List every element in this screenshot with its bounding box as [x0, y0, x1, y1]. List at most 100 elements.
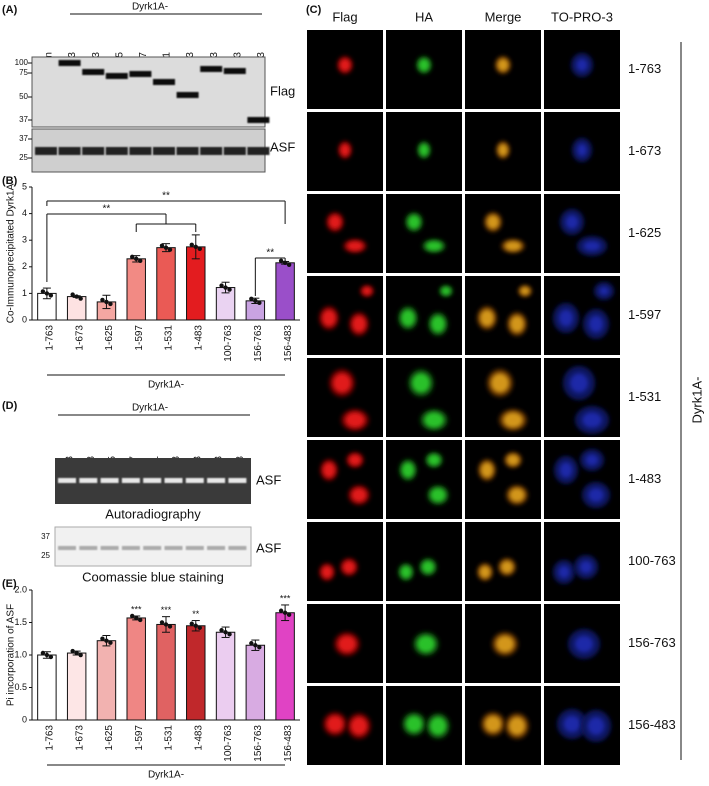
label: 1-597	[628, 307, 661, 322]
label: (C)	[306, 4, 322, 16]
nucleus	[322, 309, 336, 327]
band	[207, 478, 226, 483]
nucleus	[504, 241, 522, 251]
nucleus	[565, 215, 579, 229]
data-point	[249, 296, 254, 302]
nucleus	[506, 454, 520, 466]
lane-label: 156-763	[253, 725, 264, 762]
band	[176, 147, 199, 155]
label: Flag	[332, 9, 357, 24]
band	[176, 92, 199, 98]
nucleus	[332, 373, 352, 393]
data-point	[138, 258, 143, 264]
data-point	[134, 256, 139, 262]
micrograph	[544, 194, 620, 273]
lane-label: 1-673	[74, 725, 85, 751]
group-label: Dyrk1A-	[689, 377, 704, 424]
nucleus	[599, 286, 609, 296]
nucleus	[345, 412, 365, 428]
nucleus	[424, 412, 444, 428]
data-point	[257, 645, 262, 650]
nucleus	[407, 215, 421, 229]
band	[58, 546, 76, 550]
lane-label: 1-483	[193, 725, 204, 751]
nucleus	[431, 315, 445, 333]
band	[153, 147, 175, 155]
micrograph	[465, 440, 541, 519]
data-point	[253, 298, 258, 304]
label: 75	[19, 68, 28, 77]
band	[143, 478, 162, 483]
band	[200, 147, 223, 155]
nucleus	[583, 241, 601, 251]
bar	[66, 296, 87, 321]
x-axis-label: Dyrk1A-	[148, 380, 184, 391]
band	[121, 478, 140, 483]
data-point	[138, 617, 143, 623]
y-tick-label: 0	[22, 314, 27, 324]
nucleus	[484, 715, 502, 733]
band	[58, 478, 76, 483]
data-point	[40, 650, 46, 656]
lane-label: 1-483	[193, 325, 204, 351]
nucleus	[401, 462, 415, 478]
significance: **	[192, 609, 200, 619]
band	[164, 546, 183, 550]
lane-label: 1-763	[45, 725, 56, 751]
nucleus	[340, 143, 350, 157]
data-point	[100, 297, 105, 303]
lane-label: 1-531	[164, 325, 175, 351]
y-tick-label: 2	[22, 261, 27, 271]
bar	[126, 258, 146, 321]
nucleus	[503, 412, 523, 428]
band	[58, 147, 81, 155]
nucleus	[418, 58, 430, 72]
band	[247, 117, 270, 123]
label: TO-PRO-3	[551, 9, 613, 24]
data-point	[134, 615, 139, 621]
data-point	[253, 643, 258, 648]
bar	[275, 612, 295, 721]
data-point	[74, 294, 79, 299]
nucleus	[569, 373, 589, 393]
nucleus	[498, 143, 508, 157]
nucleus	[351, 488, 367, 502]
lane-label: 1-763	[45, 325, 56, 351]
micrograph	[307, 440, 383, 519]
nucleus	[427, 454, 441, 466]
label: Autoradiography	[105, 506, 201, 521]
nucleus	[430, 488, 446, 502]
data-point	[159, 620, 165, 625]
y-tick-label: 0	[22, 714, 27, 724]
nucleus	[350, 716, 368, 736]
y-axis-label: Co-Immunoprecipitated Dyrk1A	[6, 183, 17, 323]
data-point	[249, 641, 254, 646]
band	[100, 546, 119, 550]
nucleus	[558, 565, 570, 579]
nucleus	[419, 143, 429, 157]
nucleus	[405, 715, 423, 733]
data-point	[197, 246, 202, 252]
nucleus	[401, 309, 415, 327]
band	[82, 147, 105, 155]
nucleus	[589, 315, 603, 333]
data-point	[108, 640, 113, 645]
bar	[156, 247, 176, 321]
lane-label: 100-763	[223, 325, 234, 362]
nucleus	[559, 462, 573, 478]
band	[129, 71, 152, 77]
data-point	[227, 632, 232, 637]
nucleus	[421, 560, 435, 574]
nucleus	[425, 241, 443, 251]
band	[100, 478, 119, 483]
label: ASF	[256, 472, 281, 487]
nucleus	[328, 215, 342, 229]
micrograph	[386, 194, 462, 273]
nucleus	[346, 241, 364, 251]
nucleus	[342, 560, 356, 574]
data-point	[227, 287, 232, 292]
y-tick-label: 1.0	[14, 649, 27, 659]
data-point	[223, 630, 228, 635]
nucleus	[416, 635, 436, 653]
